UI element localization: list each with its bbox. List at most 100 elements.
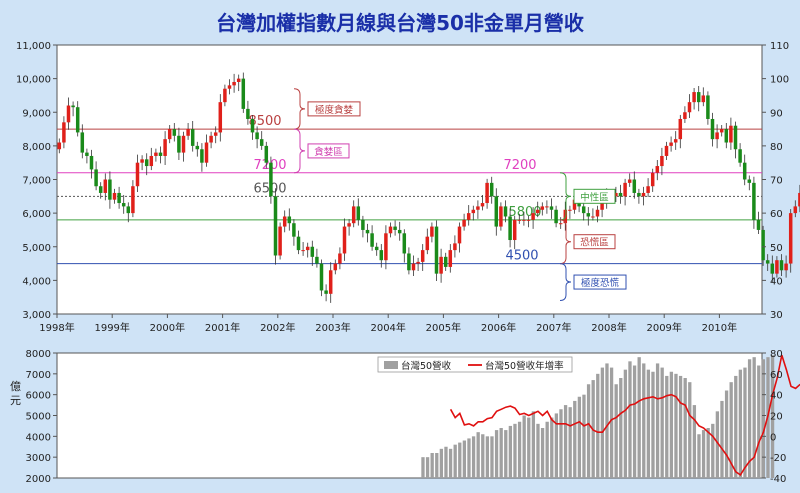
revenue-bar xyxy=(517,421,522,478)
candle-body xyxy=(264,145,269,163)
candle-body xyxy=(149,155,154,167)
candle-body xyxy=(545,206,549,208)
zone-label: 恐慌區 xyxy=(580,237,609,249)
candle-body xyxy=(701,95,706,103)
revenue-bar xyxy=(573,400,577,478)
candle-body xyxy=(140,159,144,163)
x-tick-label: 2002年 xyxy=(260,321,295,334)
zone-brace xyxy=(293,88,306,130)
revenue-bar xyxy=(743,367,747,478)
candle-body xyxy=(788,213,793,264)
candle-body xyxy=(89,155,94,170)
x-tick-label: 2007年 xyxy=(536,321,571,334)
x-tick-label: 2001年 xyxy=(205,321,240,334)
revenue-bar xyxy=(435,453,439,478)
revenue-bar xyxy=(711,423,715,478)
candle-body xyxy=(57,142,62,150)
zone-label-box xyxy=(573,234,616,250)
candle-body xyxy=(485,182,489,204)
y2-tick-label: 110 xyxy=(770,41,789,52)
y2-tick-label: 90 xyxy=(770,108,783,119)
revenue-bar xyxy=(563,405,568,478)
y2-tick-label: 50 xyxy=(770,243,783,254)
candle-body xyxy=(135,162,140,187)
revenue-bar xyxy=(508,425,513,478)
revenue-bar xyxy=(628,361,632,478)
candle-body xyxy=(673,139,678,143)
revenue-bar xyxy=(481,434,485,478)
zone-label: 貪婪區 xyxy=(314,146,343,158)
bottom-y-axis-title-2: 元 xyxy=(10,394,21,407)
candle-body xyxy=(227,85,232,89)
candle-body xyxy=(738,149,742,163)
revenue-bar xyxy=(467,438,471,478)
bottom-y2-tick-label: -20 xyxy=(770,453,786,464)
candle-body xyxy=(742,162,747,180)
candle-body xyxy=(798,192,800,207)
candle-body xyxy=(687,102,692,113)
revenue-bar xyxy=(724,390,729,478)
candle-body xyxy=(223,88,227,103)
revenue-bar xyxy=(619,378,623,478)
revenue-bar xyxy=(678,375,683,478)
candle-body xyxy=(278,226,282,256)
revenue-bar xyxy=(499,428,503,478)
candle-body xyxy=(586,213,591,217)
x-tick-label: 2010年 xyxy=(702,321,737,334)
candle-body xyxy=(273,196,278,256)
candle-body xyxy=(365,229,370,234)
candle-body xyxy=(641,192,646,197)
bottom-y2-tick-label: 20 xyxy=(770,412,783,423)
revenue-bar xyxy=(554,413,559,478)
revenue-bar xyxy=(559,409,563,478)
candle-body xyxy=(517,219,522,221)
revenue-bar xyxy=(453,444,457,478)
candle-body xyxy=(669,142,673,146)
candle-body xyxy=(246,108,250,119)
candle-body xyxy=(480,203,485,207)
bottom-y-axis-labels: 2000 3000 4000 5000 6000 7000 8000 xyxy=(26,349,57,485)
y-tick-label: 6,000 xyxy=(22,209,51,220)
bottom-y2-tick-label: 80 xyxy=(770,349,783,360)
y-tick-label: 9,000 xyxy=(22,108,51,119)
x-tick-label: 2000年 xyxy=(150,321,185,334)
candle-body xyxy=(250,118,255,133)
candle-body xyxy=(75,107,80,133)
y-tick-label: 10,000 xyxy=(16,75,51,86)
y2-tick-label: 60 xyxy=(770,209,783,220)
x-tick-label: 1998年 xyxy=(39,321,74,334)
candle-body xyxy=(439,256,443,274)
candle-body xyxy=(190,129,195,146)
candle-body xyxy=(637,192,641,197)
revenue-bar xyxy=(522,415,526,478)
revenue-bar xyxy=(568,407,572,478)
candle-body xyxy=(393,226,397,230)
candle-body xyxy=(374,246,379,251)
zone-label: 中性區 xyxy=(580,191,609,203)
candle-body xyxy=(167,129,172,140)
bottom-y2-tick-label: 0 xyxy=(770,432,776,443)
candle-body xyxy=(646,186,650,193)
reference-label-4500: 4500 xyxy=(505,249,538,264)
candle-body xyxy=(443,256,448,267)
x-tick-label: 2003年 xyxy=(315,321,350,334)
bottom-y-tick-label: 7000 xyxy=(26,370,51,381)
revenue-bar xyxy=(609,367,614,478)
candle-body xyxy=(425,236,430,251)
zone-label-box xyxy=(307,143,350,159)
zone-label-box xyxy=(307,101,361,117)
x-tick-label: 2009年 xyxy=(646,321,681,334)
candle-body xyxy=(108,179,112,200)
candle-body xyxy=(775,260,779,274)
candle-body xyxy=(696,92,701,103)
bottom-y-tick-label: 5000 xyxy=(26,412,51,423)
x-tick-label: 1999年 xyxy=(94,321,129,334)
candle-body xyxy=(388,226,393,234)
candle-body xyxy=(660,155,664,167)
candle-body xyxy=(62,122,66,143)
candle-body xyxy=(347,223,351,227)
candle-body xyxy=(540,206,545,210)
candle-body xyxy=(241,78,246,109)
bottom-y-axis-title: 億 xyxy=(10,380,21,393)
y-tick-label: 7,000 xyxy=(22,176,51,187)
